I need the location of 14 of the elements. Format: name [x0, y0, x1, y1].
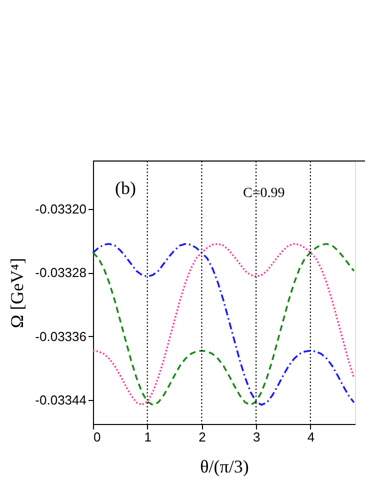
x-axis-title: θ/(π/3): [200, 456, 249, 476]
y-tick-label: -0.03328: [35, 265, 86, 280]
annotation: C=0.99: [243, 186, 285, 201]
x-tick-label: 2: [198, 430, 206, 444]
annotation: (b): [115, 178, 136, 198]
y-axis-title: Ω [GeV⁴]: [7, 258, 28, 328]
y-tick-label: -0.03336: [35, 328, 86, 344]
x-tick-label: 4: [307, 430, 315, 444]
x-tick-label: 1: [144, 430, 152, 444]
x-tick-label: 3: [252, 430, 260, 444]
y-tick-label: -0.03344: [35, 392, 86, 408]
y-tick-label: -0.03320: [35, 201, 86, 216]
x-tick-label: 0: [94, 430, 101, 444]
line-series: [92, 242, 355, 406]
